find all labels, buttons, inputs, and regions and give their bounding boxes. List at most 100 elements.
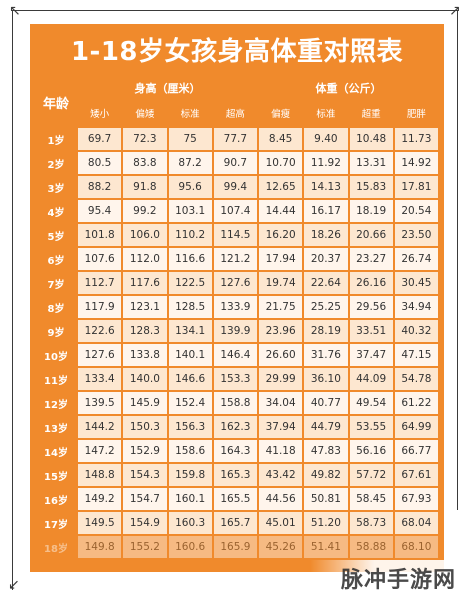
- weight-cell: 47.15: [394, 344, 438, 366]
- height-cell: 128.3: [123, 320, 167, 342]
- weight-cell: 22.64: [304, 272, 348, 294]
- height-cell: 99.2: [123, 200, 167, 222]
- height-cell: 146.6: [168, 368, 212, 390]
- table-row: 15岁 148.8 154.3 159.8 165.3 43.42 49.82 57.72 67…: [36, 464, 438, 486]
- weight-col-header: 超重: [349, 100, 393, 126]
- height-cell: 147.2: [78, 440, 122, 462]
- age-cell: 10岁: [36, 344, 76, 366]
- weight-cell: 45.26: [259, 536, 303, 558]
- height-cell: 95.6: [168, 176, 212, 198]
- height-cell: 90.7: [213, 152, 257, 174]
- weight-cell: 51.41: [304, 536, 348, 558]
- weight-cell: 17.81: [394, 176, 438, 198]
- frame-right-line: [457, 10, 458, 510]
- table-row: 12岁 139.5 145.9 152.4 158.8 34.04 40.77 49.54 61…: [36, 392, 438, 414]
- table-body: 1岁 69.7 72.3 75 77.7 8.45 9.40 10.48 11.73 2岁 80.5…: [36, 128, 438, 558]
- height-cell: 75: [168, 128, 212, 150]
- height-cell: 87.2: [168, 152, 212, 174]
- table-row: 18岁 149.8 155.2 160.6 165.9 45.26 51.41 58.88 68…: [36, 536, 438, 558]
- height-cell: 152.4: [168, 392, 212, 414]
- height-cell: 121.2: [213, 248, 257, 270]
- height-cell: 107.4: [213, 200, 257, 222]
- table-row: 10岁 127.6 133.8 140.1 146.4 26.60 31.76 37.47 47…: [36, 344, 438, 366]
- height-cell: 144.2: [78, 416, 122, 438]
- weight-cell: 30.45: [394, 272, 438, 294]
- page-title: 1-18岁女孩身高体重对照表: [70, 37, 404, 67]
- table-row: 11岁 133.4 140.0 146.6 153.3 29.99 36.10 44.09 54…: [36, 368, 438, 390]
- weight-cell: 9.40: [304, 128, 348, 150]
- height-cell: 133.9: [213, 296, 257, 318]
- weight-cell: 44.56: [259, 488, 303, 510]
- arrow-top-right-icon: ↗: [449, 3, 461, 19]
- age-cell: 17岁: [36, 512, 76, 534]
- weight-cell: 36.10: [304, 368, 348, 390]
- height-cell: 155.2: [123, 536, 167, 558]
- height-col-header: 超高: [213, 100, 257, 126]
- height-cell: 159.8: [168, 464, 212, 486]
- weight-cell: 16.20: [259, 224, 303, 246]
- weight-cell: 53.55: [349, 416, 393, 438]
- weight-cell: 51.20: [304, 512, 348, 534]
- table-row: 8岁 117.9 123.1 128.5 133.9 21.75 25.25 29.56 34.…: [36, 296, 438, 318]
- weight-cell: 61.22: [394, 392, 438, 414]
- weight-cell: 8.45: [259, 128, 303, 150]
- age-cell: 1岁: [36, 128, 76, 150]
- weight-cell: 10.48: [349, 128, 393, 150]
- age-cell: 7岁: [36, 272, 76, 294]
- table-row: 9岁 122.6 128.3 134.1 139.9 23.96 28.19 33.51 40.…: [36, 320, 438, 342]
- weight-cell: 17.94: [259, 248, 303, 270]
- weight-cell: 45.01: [259, 512, 303, 534]
- weight-cell: 26.16: [349, 272, 393, 294]
- weight-cell: 10.70: [259, 152, 303, 174]
- height-cell: 101.8: [78, 224, 122, 246]
- site-watermark: 脉冲手游网: [340, 568, 456, 593]
- weight-cell: 41.18: [259, 440, 303, 462]
- age-cell: 2岁: [36, 152, 76, 174]
- height-cell: 149.2: [78, 488, 122, 510]
- height-cell: 127.6: [78, 344, 122, 366]
- weight-cell: 49.54: [349, 392, 393, 414]
- weight-col-header: 肥胖: [394, 100, 438, 126]
- frame-top-line: [12, 10, 458, 11]
- height-cell: 160.6: [168, 536, 212, 558]
- table-row: 1岁 69.7 72.3 75 77.7 8.45 9.40 10.48 11.73: [36, 128, 438, 150]
- weight-cell: 37.94: [259, 416, 303, 438]
- height-cell: 107.6: [78, 248, 122, 270]
- weight-cell: 47.83: [304, 440, 348, 462]
- weight-cell: 14.44: [259, 200, 303, 222]
- height-group-header: 身高（厘米）: [78, 78, 257, 98]
- height-cell: 149.5: [78, 512, 122, 534]
- weight-cell: 68.04: [394, 512, 438, 534]
- table-row: 17岁 149.5 154.9 160.3 165.7 45.01 51.20 58.73 68…: [36, 512, 438, 534]
- height-cell: 160.1: [168, 488, 212, 510]
- height-cell: 83.8: [123, 152, 167, 174]
- weight-cell: 14.92: [394, 152, 438, 174]
- height-cell: 153.3: [213, 368, 257, 390]
- weight-cell: 20.66: [349, 224, 393, 246]
- table-row: 3岁 88.2 91.8 95.6 99.4 12.65 14.13 15.83 17.81: [36, 176, 438, 198]
- height-cell: 139.5: [78, 392, 122, 414]
- weight-cell: 49.82: [304, 464, 348, 486]
- weight-cell: 18.26: [304, 224, 348, 246]
- weight-cell: 37.47: [349, 344, 393, 366]
- height-cell: 149.8: [78, 536, 122, 558]
- height-cell: 162.3: [213, 416, 257, 438]
- age-cell: 14岁: [36, 440, 76, 462]
- height-cell: 122.5: [168, 272, 212, 294]
- height-weight-table: 年龄 身高（厘米） 体重（公斤） 矮小 偏矮 标准 超高 偏瘦 标准 超重 肥胖…: [34, 76, 440, 560]
- height-cell: 80.5: [78, 152, 122, 174]
- height-col-header: 偏矮: [123, 100, 167, 126]
- weight-cell: 23.50: [394, 224, 438, 246]
- table-row: 4岁 95.4 99.2 103.1 107.4 14.44 16.17 18.19 20.54: [36, 200, 438, 222]
- height-cell: 95.4: [78, 200, 122, 222]
- weight-cell: 34.04: [259, 392, 303, 414]
- height-cell: 69.7: [78, 128, 122, 150]
- height-cell: 146.4: [213, 344, 257, 366]
- height-cell: 154.7: [123, 488, 167, 510]
- weight-cell: 15.83: [349, 176, 393, 198]
- weight-cell: 67.61: [394, 464, 438, 486]
- table-row: 7岁 112.7 117.6 122.5 127.6 19.74 22.64 26.16 30.…: [36, 272, 438, 294]
- height-cell: 123.1: [123, 296, 167, 318]
- weight-cell: 40.77: [304, 392, 348, 414]
- age-cell: 11岁: [36, 368, 76, 390]
